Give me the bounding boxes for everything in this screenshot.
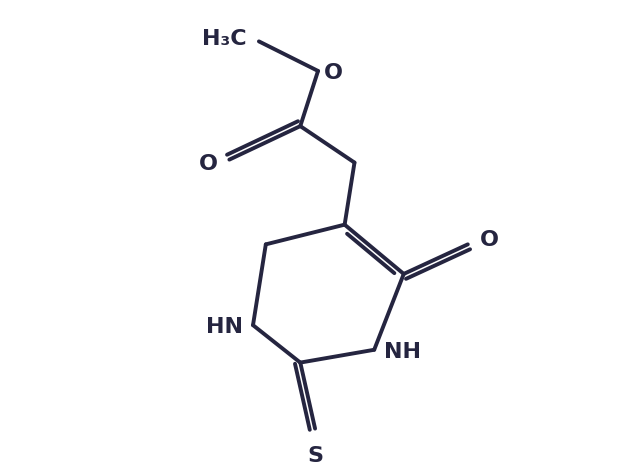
Text: H₃C: H₃C — [202, 30, 247, 49]
Text: S: S — [307, 446, 323, 466]
Text: O: O — [324, 63, 343, 83]
Text: NH: NH — [384, 342, 421, 362]
Text: O: O — [198, 154, 218, 173]
Text: HN: HN — [206, 317, 243, 337]
Text: O: O — [479, 230, 499, 251]
